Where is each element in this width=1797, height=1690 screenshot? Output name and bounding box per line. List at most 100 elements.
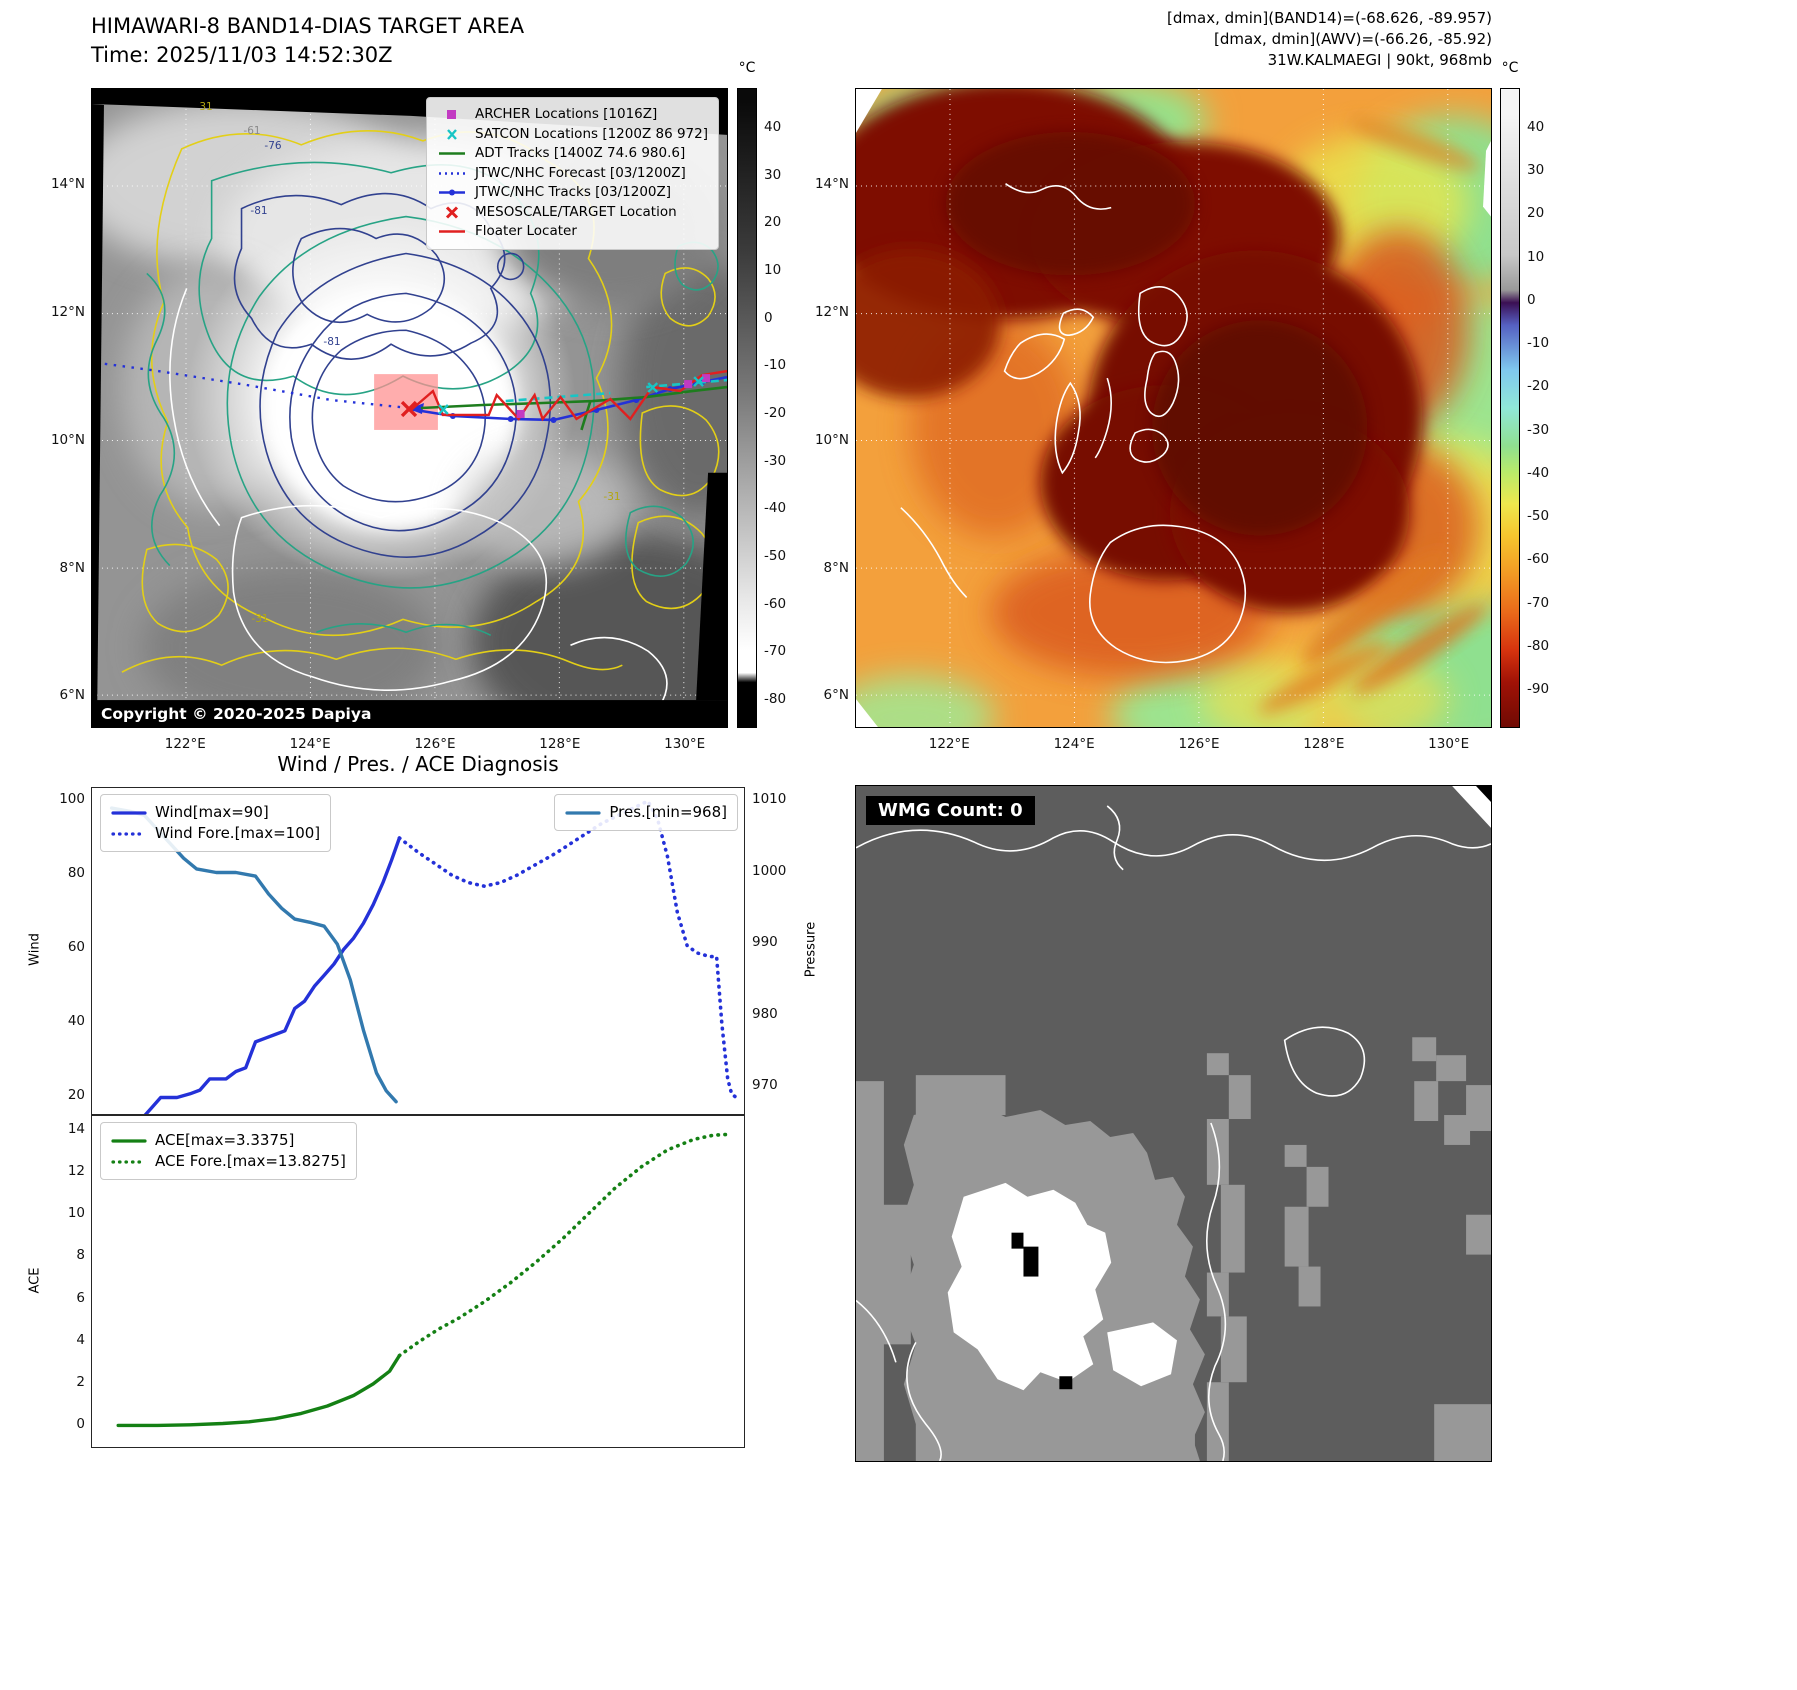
colorbar-tick-label: -60 xyxy=(1527,551,1550,568)
legend-item: MESOSCALE/TARGET Location xyxy=(437,203,708,223)
line-sample-icon xyxy=(111,810,147,815)
awv-colorbar xyxy=(1500,88,1520,728)
legend-item-label: MESOSCALE/TARGET Location xyxy=(475,203,677,220)
band14-title: HIMAWARI-8 BAND14-DIAS TARGET AREA xyxy=(91,14,525,38)
legend-item-label: ADT Tracks [1400Z 74.6 980.6] xyxy=(475,145,686,161)
contour-value-label: -31 xyxy=(603,491,621,503)
legend-item: JTWC/NHC Tracks [03/1200Z] xyxy=(437,183,708,203)
lat-tick-label: 14°N xyxy=(814,176,849,193)
line-sample-icon xyxy=(565,810,601,815)
chart-ytick-label: 80 xyxy=(67,865,85,882)
contour-labels-layer: 31 -61 -76 -81 -81 -31 -31 xyxy=(92,89,727,727)
legend-item-label: Wind Fore.[max=100] xyxy=(155,824,321,842)
colorbar-tick-label: -40 xyxy=(1527,464,1550,481)
chart-ytick-label: 4 xyxy=(76,1331,85,1348)
awv-header-line: [dmax, dmin](BAND14)=(-68.626, -89.957) xyxy=(1167,9,1492,27)
line-marker-icon xyxy=(439,152,465,156)
mesoscale-target-marker xyxy=(400,400,418,418)
colorbar-tick-label: -20 xyxy=(764,405,787,422)
awv-header-line: [dmax, dmin](AWV)=(-66.26, -85.92) xyxy=(1213,30,1492,48)
colorbar-tick-label: -50 xyxy=(764,548,787,565)
lon-tick-label: 122°E xyxy=(928,736,970,752)
colorbar-tick-label: -80 xyxy=(764,691,787,708)
colorbar-tick-label: 0 xyxy=(1527,291,1536,308)
colorbar-tick-label: -30 xyxy=(1527,421,1550,438)
lon-tick-label: 130°E xyxy=(664,736,706,752)
chart-ytick-label: 0 xyxy=(76,1416,85,1433)
chart-plot-area xyxy=(116,1132,729,1428)
lat-tick-label: 10°N xyxy=(814,431,849,448)
awv-satellite-map xyxy=(855,88,1492,728)
wmg-grid-image xyxy=(856,786,1491,1461)
chart-ytick-label: 990 xyxy=(752,934,778,951)
lon-tick-label: 122°E xyxy=(164,736,206,752)
chart-ytick-label: 40 xyxy=(67,1013,85,1030)
legend-item-label: Pres.[min=968] xyxy=(609,803,727,821)
colorbar-unit: °C xyxy=(1501,60,1519,76)
wmg-strong-cells xyxy=(947,1182,1177,1391)
chart-ytick-label: 100 xyxy=(59,790,85,807)
lat-tick-label: 8°N xyxy=(823,559,849,576)
dotted-marker-icon xyxy=(439,171,465,175)
band14-time-subtitle: Time: 2025/11/03 14:52:30Z xyxy=(91,43,393,67)
awv-satellite-image xyxy=(856,89,1491,727)
lat-tick-label: 8°N xyxy=(59,559,85,576)
archer-markers xyxy=(516,374,711,418)
band14-colorbar xyxy=(737,88,757,728)
series-pres-min-968- xyxy=(109,806,398,1104)
colorbar-tick-label: -10 xyxy=(764,357,787,374)
jtwc-forecast-track xyxy=(92,360,410,410)
colorbar-tick-label: 30 xyxy=(764,166,782,183)
chart-ytick-label: 2 xyxy=(76,1373,85,1390)
colorbar-tick-label: 10 xyxy=(764,262,782,279)
ir-color-texture xyxy=(856,89,1491,727)
lon-tick-label: 124°E xyxy=(1053,736,1095,752)
colorbar-tick-label: 20 xyxy=(764,214,782,231)
wmg-count-label: WMG Count: 0 xyxy=(866,796,1035,825)
wmg-core-cells xyxy=(1011,1232,1073,1390)
series-wind-fore-max-100- xyxy=(397,799,739,1100)
chart-ytick-label: 970 xyxy=(752,1077,778,1094)
legend-item: ARCHER Locations [1016Z] xyxy=(437,105,708,125)
colorbar-tick-label: -90 xyxy=(1527,681,1550,698)
legend-item: Wind Fore.[max=100] xyxy=(111,823,320,844)
colorbar-tick-label: -70 xyxy=(764,643,787,660)
colorbar-tick-label: -20 xyxy=(1527,378,1550,395)
contour-white xyxy=(169,288,668,706)
lon-tick-label: 126°E xyxy=(414,736,456,752)
x-bold-marker-icon xyxy=(445,206,459,219)
colorbar-tick-label: -60 xyxy=(764,595,787,612)
target-area-box xyxy=(374,374,438,430)
colorbar-tick-label: 30 xyxy=(1527,162,1545,179)
chart-ytick-label: 1010 xyxy=(752,790,787,807)
chart-yaxis-label: ACE xyxy=(27,1267,43,1293)
lon-tick-label: 126°E xyxy=(1178,736,1220,752)
chart-yaxis-label: Pressure xyxy=(803,921,819,978)
legend-item: Pres.[min=968] xyxy=(565,802,727,823)
colorbar-unit: °C xyxy=(738,60,756,76)
colorbar-tick-label: -70 xyxy=(1527,594,1550,611)
colorbar-tick-label: -80 xyxy=(1527,637,1550,654)
series-ace-max-3-3375- xyxy=(116,1353,402,1428)
contour-value-label: -81 xyxy=(323,336,341,348)
latlon-grid xyxy=(856,89,1491,727)
legend-item-label: Wind[max=90] xyxy=(155,803,269,821)
legend-item-label: JTWC/NHC Forecast [03/1200Z] xyxy=(475,164,686,181)
contour-value-label: -81 xyxy=(250,205,268,217)
diagnosis-title: Wind / Pres. / ACE Diagnosis xyxy=(277,752,559,776)
legend-item: Wind[max=90] xyxy=(111,802,320,823)
lat-tick-label: 6°N xyxy=(59,687,85,703)
floater-track xyxy=(410,369,727,422)
chart-ytick-label: 10 xyxy=(67,1205,85,1222)
legend-item: SATCON Locations [1200Z 86 972] xyxy=(437,125,708,145)
line-sample-icon xyxy=(111,1138,147,1143)
wmg-coastlines xyxy=(856,805,1491,1461)
coastlines xyxy=(900,183,1247,664)
lon-tick-label: 124°E xyxy=(289,736,331,752)
chart-ytick-label: 980 xyxy=(752,1005,778,1022)
contour-value-label: 31 xyxy=(199,101,213,113)
line-dot-marker-icon xyxy=(439,189,465,196)
legend-item-label: ACE Fore.[max=13.8275] xyxy=(155,1152,346,1170)
colorbar-tick-label: -50 xyxy=(1527,508,1550,525)
